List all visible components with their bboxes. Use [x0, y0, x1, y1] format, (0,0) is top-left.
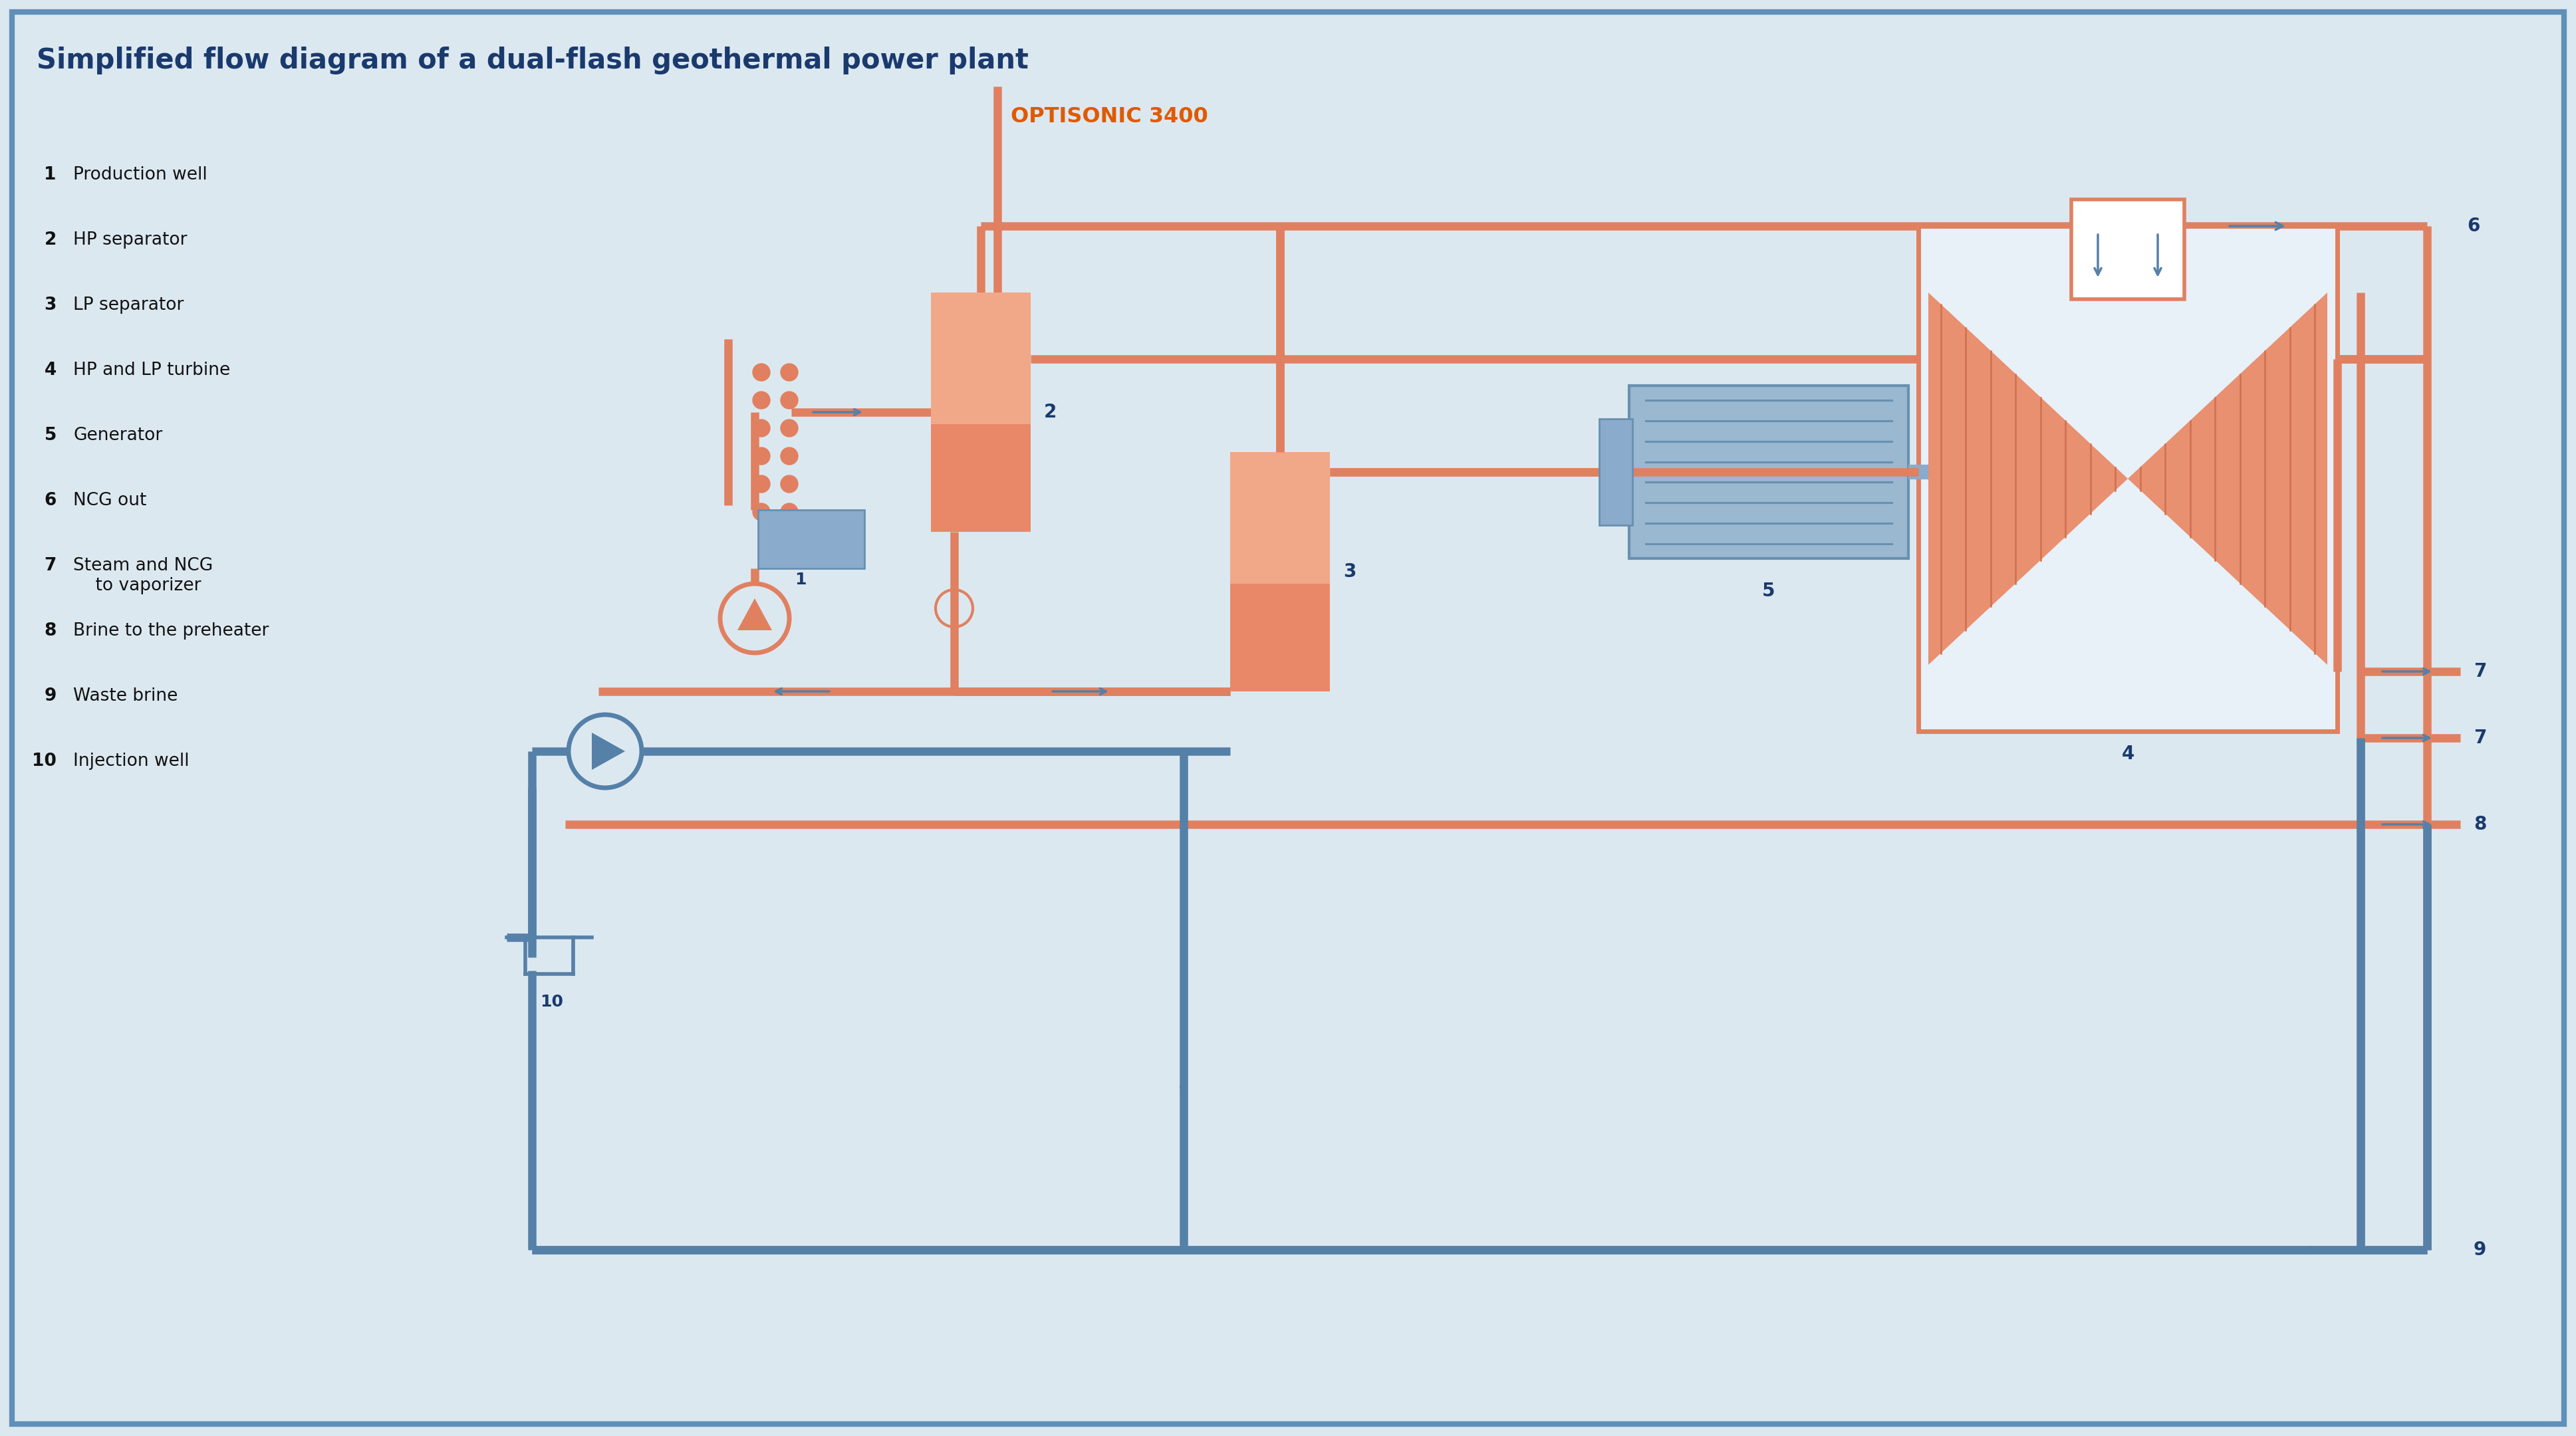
Text: 5: 5: [1762, 582, 1775, 600]
Text: 3: 3: [44, 296, 57, 314]
Bar: [1600, 419, 1633, 526]
Text: Steam and NCG
    to vaporizer: Steam and NCG to vaporizer: [72, 557, 214, 595]
Text: 1: 1: [793, 572, 806, 587]
Text: 6: 6: [2468, 217, 2481, 236]
Text: 9: 9: [2473, 1241, 2486, 1259]
Bar: [2071, 200, 2184, 299]
Bar: [757, 510, 866, 569]
Text: LP separator: LP separator: [72, 296, 183, 314]
Polygon shape: [2128, 293, 2326, 665]
Circle shape: [752, 419, 770, 437]
Bar: [1231, 452, 1329, 583]
Text: Generator: Generator: [72, 426, 162, 444]
Text: HP separator: HP separator: [72, 231, 188, 248]
Bar: [1231, 452, 1329, 691]
Text: 7: 7: [44, 557, 57, 574]
Circle shape: [781, 363, 799, 381]
Text: 2: 2: [44, 231, 57, 248]
Circle shape: [752, 392, 770, 409]
Circle shape: [752, 448, 770, 465]
Text: 4: 4: [2123, 745, 2136, 763]
Circle shape: [781, 448, 799, 465]
Text: Brine to the preheater: Brine to the preheater: [72, 622, 268, 639]
Circle shape: [752, 503, 770, 520]
Text: Simplified flow diagram of a dual-flash geothermal power plant: Simplified flow diagram of a dual-flash …: [36, 46, 1028, 75]
Circle shape: [781, 475, 799, 493]
Bar: [930, 293, 1030, 531]
Text: 7: 7: [2473, 662, 2486, 681]
Text: 9: 9: [44, 688, 57, 705]
Text: 6: 6: [44, 493, 57, 510]
Circle shape: [752, 475, 770, 493]
Text: 4: 4: [44, 362, 57, 379]
Circle shape: [569, 715, 641, 788]
Text: 7: 7: [2473, 728, 2486, 747]
Text: Production well: Production well: [72, 167, 206, 184]
Text: 1: 1: [44, 167, 57, 184]
Text: HP and LP turbine: HP and LP turbine: [72, 362, 229, 379]
Text: OPTISONIC 3400: OPTISONIC 3400: [1010, 106, 1208, 126]
Circle shape: [781, 503, 799, 520]
Bar: [930, 293, 1030, 424]
Polygon shape: [1929, 293, 2128, 665]
Polygon shape: [592, 732, 626, 770]
Text: Injection well: Injection well: [72, 752, 188, 770]
Text: Waste brine: Waste brine: [72, 688, 178, 705]
Text: 5: 5: [44, 426, 57, 444]
Circle shape: [935, 590, 974, 628]
Text: 10: 10: [541, 994, 564, 1010]
Circle shape: [781, 392, 799, 409]
Circle shape: [752, 363, 770, 381]
Text: NCG out: NCG out: [72, 493, 147, 510]
Text: 10: 10: [31, 752, 57, 770]
Bar: [1628, 386, 1909, 559]
Text: 3: 3: [1342, 563, 1355, 582]
Text: 8: 8: [2473, 816, 2486, 834]
Polygon shape: [737, 599, 773, 630]
Text: 2: 2: [1043, 404, 1056, 422]
Circle shape: [721, 583, 788, 653]
Text: 8: 8: [44, 622, 57, 639]
Circle shape: [781, 419, 799, 437]
Bar: [1919, 225, 2336, 731]
